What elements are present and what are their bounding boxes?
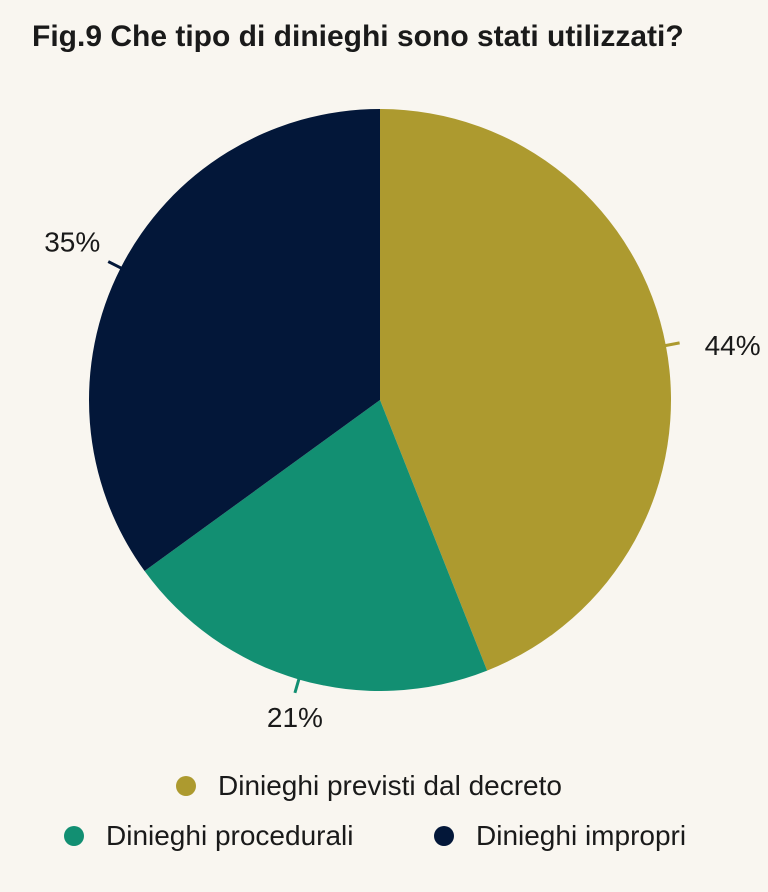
pie-slice-dinieghi-previsti-dal-decreto <box>380 109 671 671</box>
pie-slice-dinieghi-impropri <box>88 108 380 572</box>
leader-line-dinieghi-procedurali <box>293 675 302 694</box>
pie-slice-dinieghi-procedurali <box>144 400 488 691</box>
data-label-dinieghi-procedurali: 21% <box>267 702 323 733</box>
leader-line-dinieghi-previsti-dal-decreto <box>661 341 680 348</box>
legend-item-dinieghi-impropri: Dinieghi impropri <box>434 820 686 852</box>
legend-item-dinieghi-procedurali: Dinieghi procedurali <box>64 820 353 852</box>
legend-label-dinieghi-procedurali: Dinieghi procedurali <box>106 820 354 851</box>
legend-swatch-dinieghi-previsti <box>176 776 196 796</box>
legend-item-dinieghi-previsti: Dinieghi previsti dal decreto <box>176 770 562 802</box>
data-label-dinieghi-impropri: 35% <box>44 227 100 258</box>
pie-chart: 44% 21% 35% <box>44 108 761 733</box>
legend-label-dinieghi-previsti: Dinieghi previsti dal decreto <box>218 770 562 801</box>
legend-swatch-dinieghi-procedurali <box>64 826 84 846</box>
leader-line-dinieghi-impropri <box>107 260 125 272</box>
chart-title: Fig.9 Che tipo di dinieghi sono stati ut… <box>32 20 684 53</box>
legend-swatch-dinieghi-impropri <box>434 826 454 846</box>
legend-label-dinieghi-impropri: Dinieghi impropri <box>476 820 687 851</box>
data-label-dinieghi-previsti-dal-decreto: 44% <box>705 330 761 361</box>
